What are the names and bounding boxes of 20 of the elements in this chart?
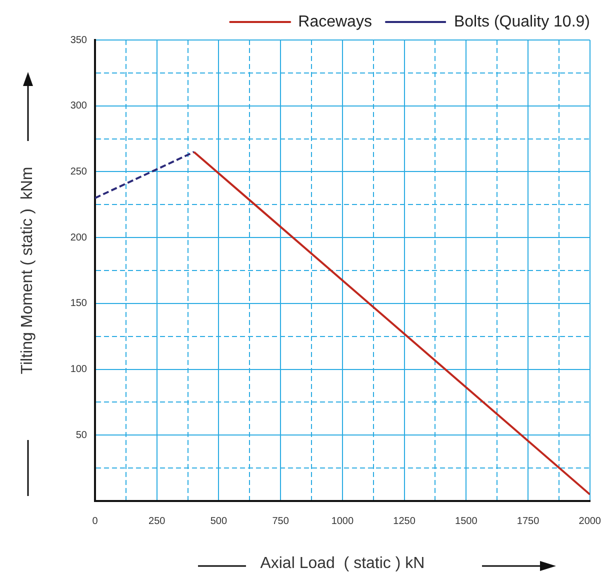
legend-label: Bolts (Quality 10.9) <box>454 13 590 30</box>
x-tick-label: 500 <box>210 516 228 527</box>
x-tick-label: 1750 <box>516 516 540 527</box>
x-tick-label: 250 <box>148 516 166 527</box>
x-tick-label: 2000 <box>578 516 602 527</box>
x-tick-label: 1250 <box>393 516 416 527</box>
x-axis-title: Axial Load ( static ) kN <box>260 554 425 572</box>
y-tick-label: 150 <box>70 298 88 310</box>
y-tick-label: 50 <box>76 430 88 441</box>
y-tick-label: 200 <box>70 232 88 244</box>
y-axis-title: Tilting Moment ( static ) kNm <box>19 166 36 374</box>
legend-label: Raceways <box>298 13 372 30</box>
x-tick-label: 1500 <box>455 516 478 527</box>
x-tick-label: 1000 <box>331 516 354 527</box>
y-tick-label: 300 <box>70 100 88 112</box>
y-tick-label: 250 <box>70 166 88 178</box>
y-tick-label: 350 <box>70 34 88 46</box>
x-tick-label: 0 <box>92 516 98 527</box>
x-tick-label: 750 <box>272 516 290 527</box>
y-tick-label: 100 <box>70 364 88 376</box>
